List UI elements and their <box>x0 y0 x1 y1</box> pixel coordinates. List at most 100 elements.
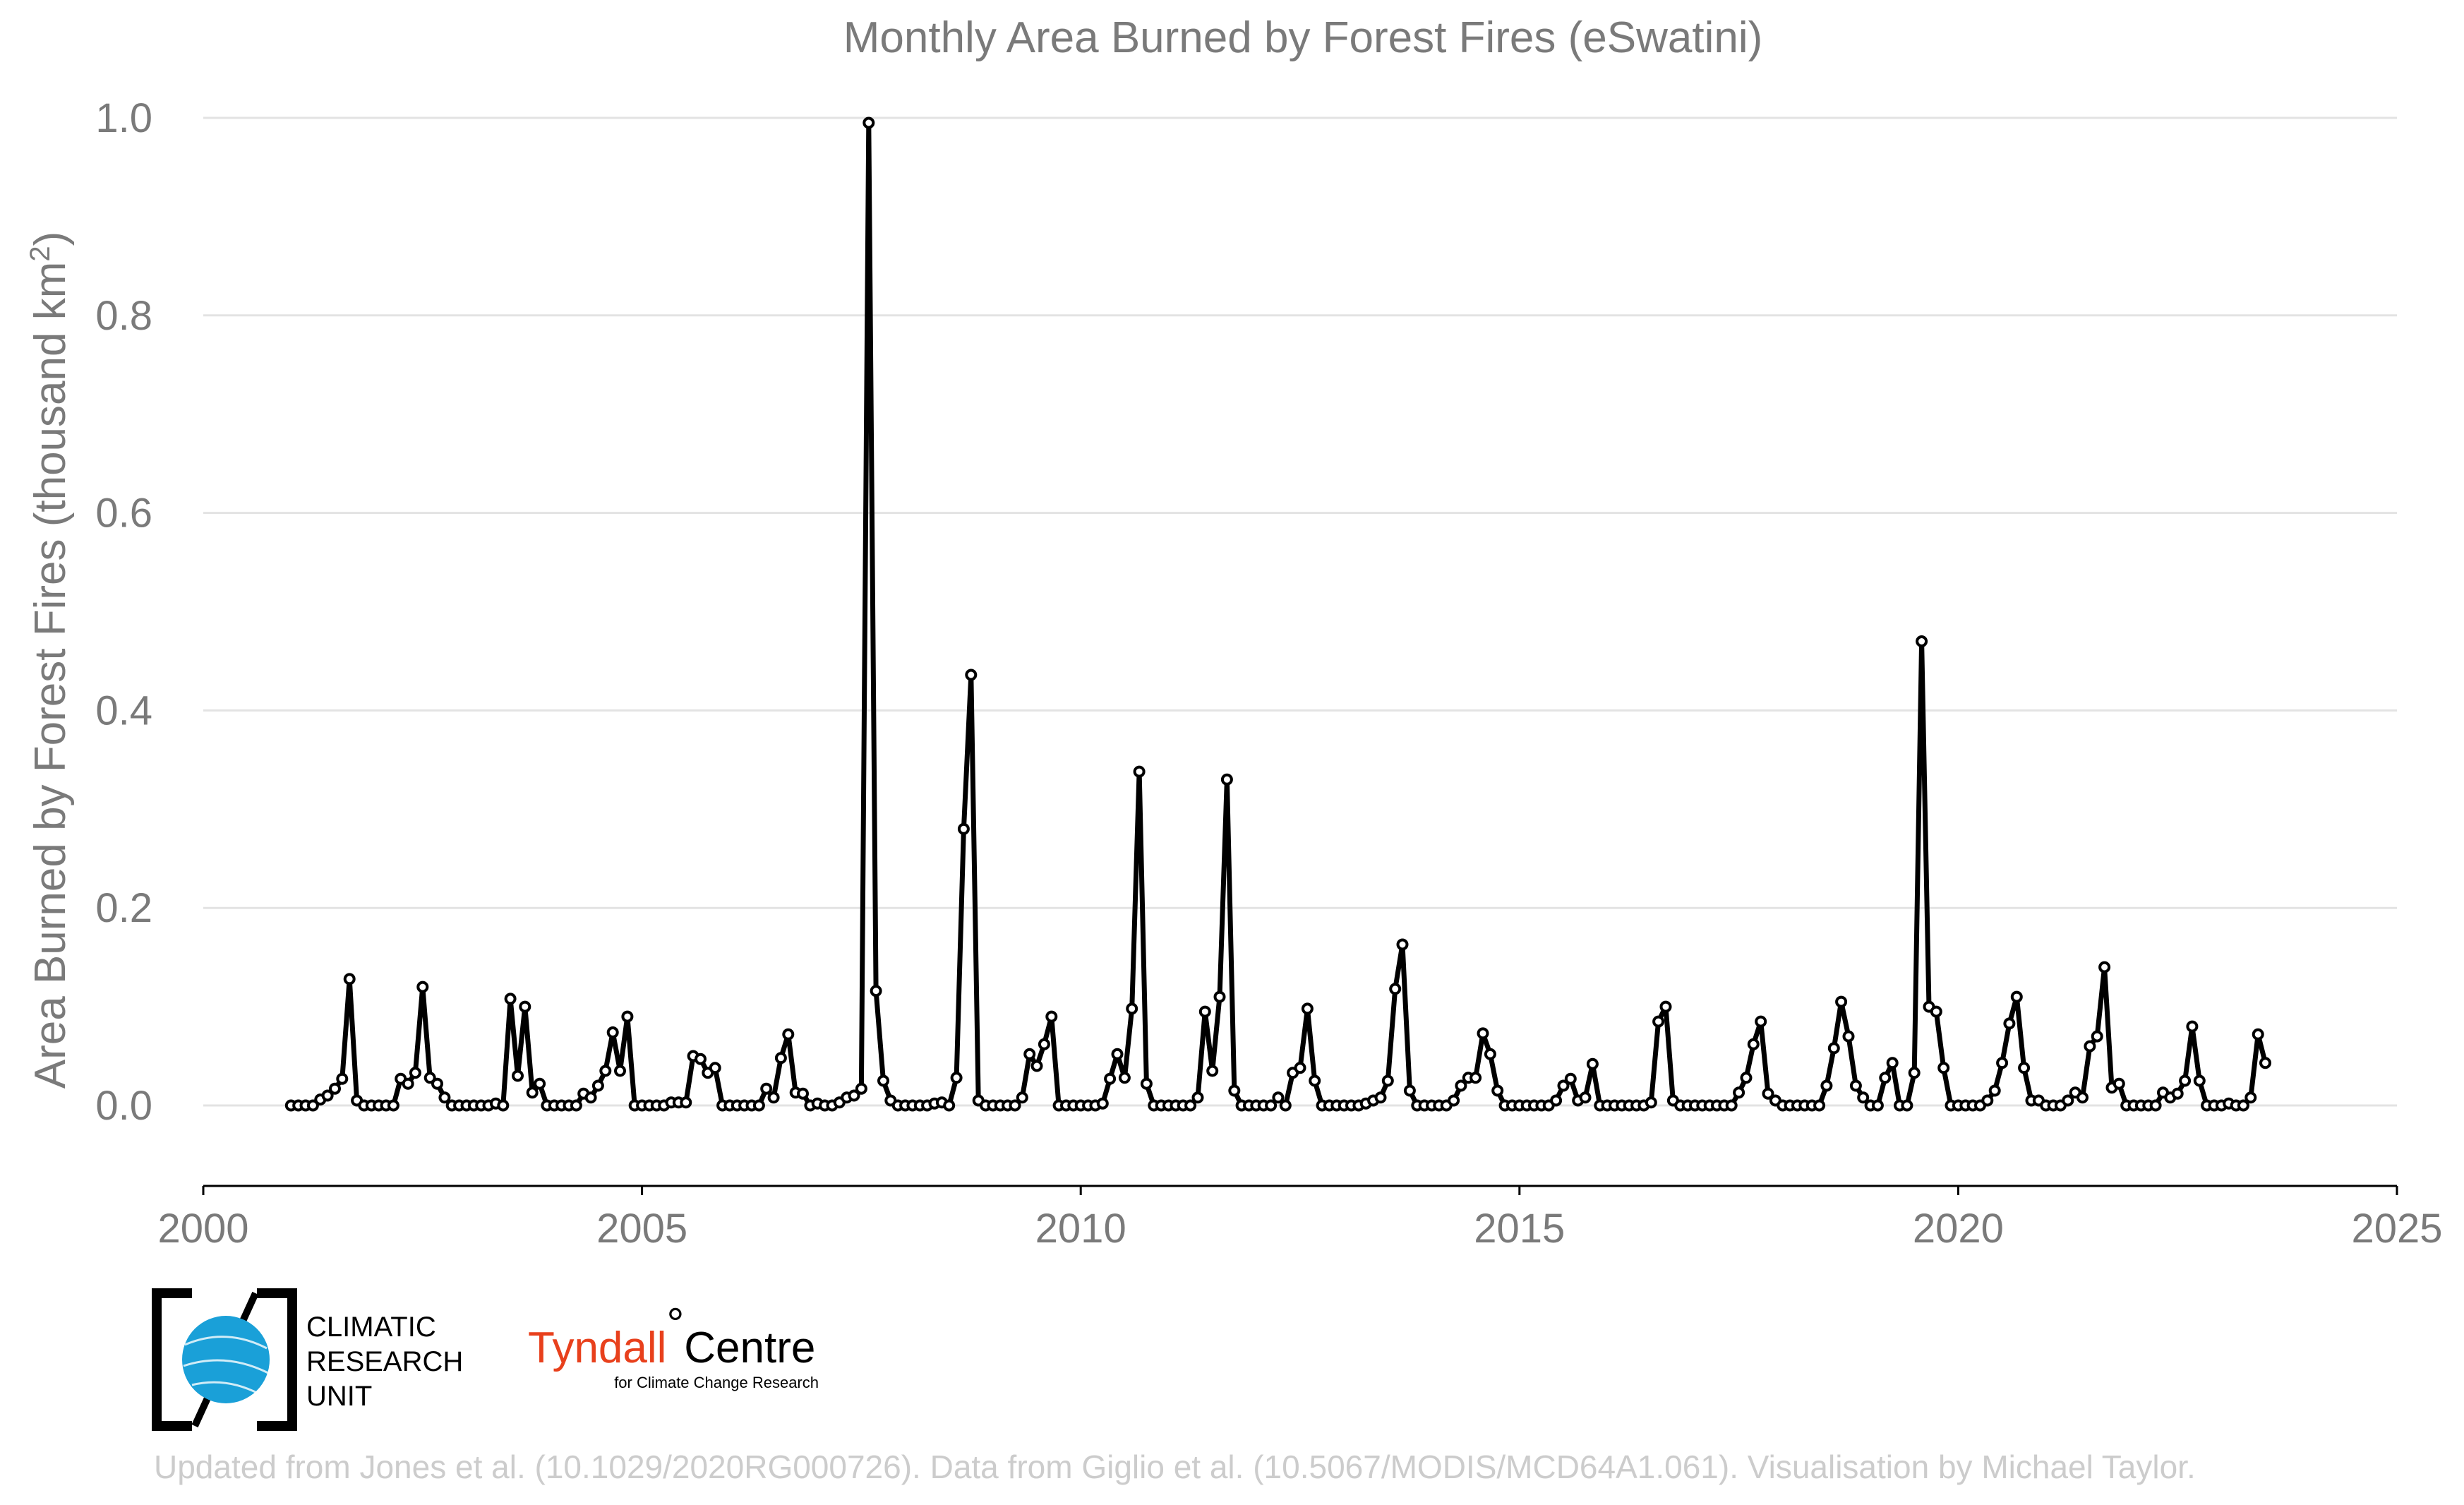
cru-text-line3: UNIT <box>306 1381 372 1412</box>
data-point <box>1096 1097 1109 1110</box>
data-point <box>1198 1005 1211 1018</box>
data-point <box>957 822 970 835</box>
gridlines <box>203 116 2397 1107</box>
data-point <box>1038 1038 1050 1050</box>
data-point <box>1294 1062 1306 1074</box>
x-tick-label: 2000 <box>157 1206 248 1252</box>
cru-text-line1: CLIMATIC <box>306 1312 436 1343</box>
data-point <box>329 1082 341 1095</box>
data-point <box>1045 1010 1058 1023</box>
data-point <box>1206 1065 1219 1077</box>
data-point <box>2098 961 2111 973</box>
data-point <box>1030 1060 1043 1072</box>
data-point <box>1908 1067 1921 1079</box>
data-point <box>306 1099 319 1112</box>
x-tick-label: 2010 <box>1035 1206 1126 1252</box>
data-point <box>2062 1094 2074 1107</box>
data-point <box>965 668 978 681</box>
data-point <box>497 1099 510 1112</box>
data-point <box>1191 1091 1204 1104</box>
data-point <box>1857 1091 1870 1104</box>
data-point <box>1564 1072 1577 1085</box>
data-point <box>709 1062 721 1074</box>
data-point <box>1016 1091 1028 1104</box>
data-point <box>1381 1074 1394 1087</box>
data-point <box>1645 1096 1657 1109</box>
data-point <box>1659 1000 1672 1013</box>
data-point <box>1849 1079 1862 1092</box>
data-point <box>1374 1091 1387 1104</box>
data-point <box>1733 1086 1745 1099</box>
y-tick-labels: 0.0 0.2 0.4 0.6 0.8 1.0 <box>95 95 152 1129</box>
data-point <box>1988 1084 2001 1097</box>
data-point <box>526 1086 539 1099</box>
data-point <box>877 1074 889 1087</box>
data-point <box>1448 1094 1460 1107</box>
data-point <box>1879 1072 1892 1084</box>
data-point <box>336 1072 349 1085</box>
data-point <box>1023 1048 1036 1060</box>
cru-bracket-right <box>257 1288 297 1431</box>
data-point <box>1916 635 1928 647</box>
data-point <box>1886 1057 1899 1069</box>
data-point <box>2186 1020 2199 1033</box>
tyndall-subtitle: for Climate Change Research <box>614 1374 819 1391</box>
data-point <box>1396 938 1409 951</box>
data-point <box>767 1091 780 1104</box>
data-point <box>343 973 356 985</box>
data-point <box>1213 990 1226 1003</box>
data-point <box>680 1096 692 1109</box>
data-point <box>1820 1079 1833 1092</box>
x-axis-ticks: 2000 2005 2010 2015 2020 2025 <box>157 1186 2443 1252</box>
tyndall-centre: Centre <box>684 1324 815 1372</box>
data-point <box>1220 773 1233 786</box>
data-point <box>1470 1072 1482 1084</box>
data-point <box>2091 1030 2103 1043</box>
data-point <box>1491 1084 1504 1097</box>
data-point <box>1009 1099 1021 1112</box>
data-point <box>760 1082 773 1095</box>
data-point <box>512 1069 524 1082</box>
series-line <box>291 120 2268 1108</box>
data-point <box>2252 1028 2264 1041</box>
data-point <box>2259 1057 2271 1069</box>
data-point <box>1265 1099 1278 1112</box>
data-point <box>1579 1091 1592 1104</box>
data-point <box>1740 1072 1753 1084</box>
data-point <box>599 1065 612 1077</box>
data-point <box>534 1077 546 1090</box>
data-point <box>1389 983 1402 995</box>
y-tick-label: 0.6 <box>95 491 152 536</box>
data-point <box>1901 1099 1913 1112</box>
data-point <box>1309 1074 1321 1087</box>
data-point <box>321 1089 334 1102</box>
data-point <box>584 1091 597 1104</box>
data-point <box>1996 1057 2009 1069</box>
credit-line: Updated from Jones et al. (10.1029/2020R… <box>154 1449 2196 1485</box>
tyndall-name: Tyndall <box>528 1324 666 1372</box>
data-point <box>695 1053 707 1065</box>
data-point <box>943 1099 956 1112</box>
y-axis-label: Area Burned by Forest Fires (thousand km… <box>25 232 75 1089</box>
data-point <box>1118 1072 1131 1084</box>
data-point <box>774 1052 787 1065</box>
y-axis-label-main: Area Burned by Forest Fires (thousand km <box>26 262 75 1089</box>
series-points <box>284 116 2271 1112</box>
data-point <box>409 1067 421 1079</box>
cru-text-line2: RESEARCH <box>306 1346 463 1377</box>
data-point <box>1184 1099 1197 1112</box>
data-point <box>423 1072 436 1084</box>
y-axis-label-close: ) <box>26 232 75 246</box>
data-point <box>848 1089 860 1102</box>
data-point <box>855 1082 867 1095</box>
y-tick-label: 0.0 <box>95 1083 152 1129</box>
data-point <box>1111 1048 1124 1060</box>
data-point <box>2010 990 2023 1003</box>
data-point <box>1930 1005 1942 1018</box>
data-point <box>1228 1084 1241 1097</box>
x-tick-label: 2005 <box>596 1206 687 1252</box>
data-point <box>2003 1017 2016 1030</box>
tyndall-logo: Tyndall°Centre for Climate Change Resear… <box>528 1300 819 1392</box>
data-point <box>1586 1057 1599 1070</box>
